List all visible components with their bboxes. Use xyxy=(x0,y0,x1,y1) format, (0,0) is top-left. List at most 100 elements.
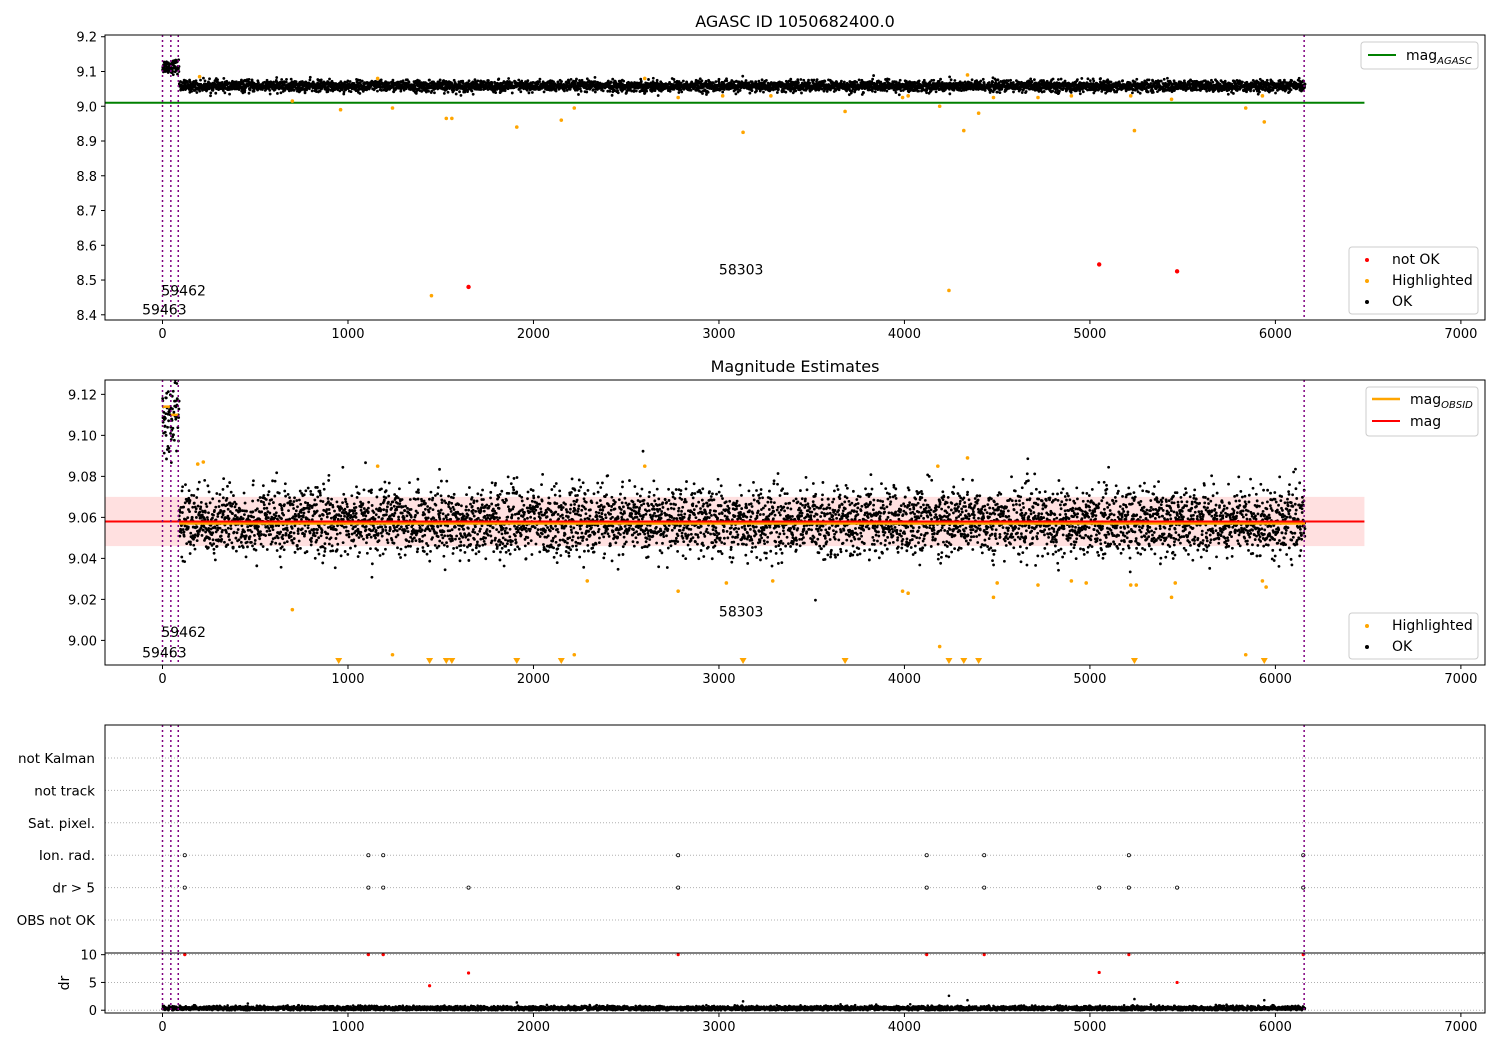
ok-point xyxy=(660,81,664,85)
ok-point xyxy=(399,89,403,93)
ok-point xyxy=(202,76,205,80)
ok-point xyxy=(885,89,889,93)
ok-point xyxy=(243,88,247,92)
ok-point xyxy=(520,79,524,83)
ok-point xyxy=(1151,79,1155,83)
ok-point xyxy=(442,91,446,95)
ok-point xyxy=(171,70,175,73)
ok-point xyxy=(1059,77,1063,81)
ok-point xyxy=(1032,78,1036,82)
ok-point xyxy=(794,89,798,93)
ok-point xyxy=(647,78,650,81)
ok-point xyxy=(358,91,362,95)
ok-point xyxy=(240,78,243,82)
ok-point xyxy=(1030,80,1034,84)
ok-point xyxy=(428,78,431,82)
ok-point xyxy=(894,91,898,94)
ok-point xyxy=(580,78,584,82)
ok-point xyxy=(310,89,314,93)
ok-point xyxy=(948,92,952,96)
ok-point xyxy=(352,82,356,85)
ok-point xyxy=(194,79,198,83)
ok-point xyxy=(519,90,523,94)
ok-point xyxy=(948,75,952,79)
ok-point xyxy=(1019,87,1022,91)
ok-point xyxy=(1012,90,1015,94)
ok-point xyxy=(748,91,752,95)
ok-point xyxy=(560,80,563,83)
ok-point xyxy=(248,86,252,90)
ok-point xyxy=(668,89,672,93)
ok-point xyxy=(401,79,405,83)
ok-point xyxy=(632,89,636,93)
ok-point xyxy=(1131,91,1134,95)
ok-point xyxy=(639,80,643,83)
ok-point xyxy=(167,61,170,65)
ok-point xyxy=(171,73,175,77)
ok-point xyxy=(391,78,395,82)
ok-point xyxy=(208,77,211,81)
ok-point xyxy=(601,89,605,93)
ok-point xyxy=(525,88,529,92)
ok-point xyxy=(1080,77,1084,80)
ok-point xyxy=(593,90,597,94)
ok-point xyxy=(209,91,213,95)
ok-point xyxy=(871,89,874,93)
ok-point xyxy=(490,82,494,86)
ok-point xyxy=(677,91,681,94)
ok-point xyxy=(585,90,589,94)
ok-point xyxy=(526,79,530,83)
ok-point xyxy=(328,77,331,81)
ok-point xyxy=(592,88,595,92)
ok-point xyxy=(784,90,788,94)
ok-point xyxy=(613,89,616,93)
ok-point xyxy=(1151,90,1155,94)
ok-point xyxy=(387,81,391,85)
ok-point xyxy=(275,76,279,79)
panel-title: AGASC ID 1050682400.0 xyxy=(695,12,895,31)
ok-point xyxy=(651,76,655,80)
ok-point xyxy=(1020,91,1024,94)
ok-point xyxy=(738,89,742,92)
ok-point xyxy=(706,90,710,94)
ok-point xyxy=(563,89,566,93)
ok-point xyxy=(807,78,810,82)
ok-point xyxy=(1058,89,1061,93)
ok-point xyxy=(651,89,655,93)
ok-point xyxy=(527,91,531,95)
ok-point xyxy=(1149,82,1153,85)
ok-point xyxy=(1081,90,1085,94)
ok-point xyxy=(685,81,689,85)
ok-point xyxy=(454,92,458,96)
ok-point xyxy=(458,90,461,94)
ok-point xyxy=(1069,90,1073,94)
ok-point xyxy=(471,92,475,96)
ok-point xyxy=(510,81,514,85)
ok-point xyxy=(452,88,456,92)
ok-point xyxy=(1135,77,1139,81)
ok-point xyxy=(190,89,194,93)
ok-point xyxy=(630,89,633,93)
ok-point xyxy=(176,72,179,76)
ok-point xyxy=(494,91,498,94)
ok-point xyxy=(953,79,957,82)
ok-point xyxy=(427,89,431,93)
ok-point xyxy=(775,91,779,94)
ok-point xyxy=(379,78,383,82)
ok-point xyxy=(823,79,827,83)
ok-point xyxy=(272,80,276,84)
ok-point xyxy=(276,92,279,95)
ok-point xyxy=(330,79,334,83)
ok-point xyxy=(898,78,902,82)
ok-point xyxy=(656,94,660,97)
ok-point xyxy=(755,89,758,93)
ok-point xyxy=(802,78,806,82)
ok-point xyxy=(568,87,572,91)
ok-point xyxy=(764,78,768,82)
ok-point xyxy=(672,78,676,81)
ok-point xyxy=(1092,79,1096,83)
ok-point xyxy=(346,79,350,83)
ok-point xyxy=(517,78,521,82)
ok-point xyxy=(1078,92,1082,96)
ok-point xyxy=(585,77,589,81)
